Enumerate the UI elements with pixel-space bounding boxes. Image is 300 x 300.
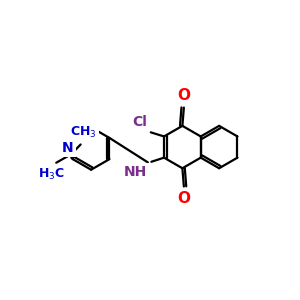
Text: O: O — [177, 88, 190, 104]
Text: NH: NH — [124, 165, 147, 179]
Text: N: N — [62, 141, 74, 155]
Text: Cl: Cl — [132, 115, 147, 129]
Text: CH$_3$: CH$_3$ — [70, 125, 97, 140]
Text: O: O — [177, 190, 190, 206]
Text: H$_3$C: H$_3$C — [38, 167, 65, 182]
